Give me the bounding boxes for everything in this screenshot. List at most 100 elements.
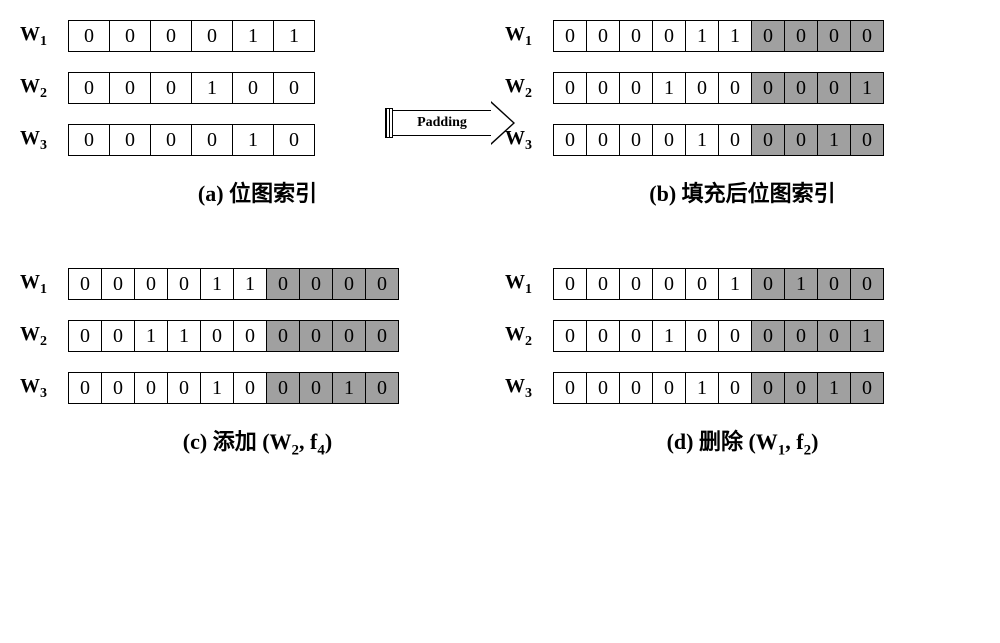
row-label-W1: W1: [505, 271, 545, 298]
bitmap-cell: 0: [619, 320, 653, 352]
bitmap-cell: 1: [134, 320, 168, 352]
bitmap-row: W1000011: [20, 20, 495, 52]
bitmap-cell: 0: [718, 320, 752, 352]
bitmap-cell: 0: [200, 320, 234, 352]
bitmap-cell: 0: [751, 372, 785, 404]
bitmap-cells: 000100: [68, 72, 315, 104]
diagram-grid: W1000011W2000100W3000010 (a) 位图索引 Paddin…: [20, 20, 980, 459]
panel-d-caption: (d) 删除 (W1, f2): [505, 424, 980, 459]
bitmap-cell: 0: [685, 72, 719, 104]
bitmap-row: W30000100010: [505, 372, 980, 404]
bitmap-cell: 0: [553, 20, 587, 52]
bitmap-cell: 0: [150, 20, 192, 52]
bitmap-cell: 0: [233, 372, 267, 404]
row-label-W2: W2: [20, 75, 60, 102]
bitmap-cell: 0: [784, 124, 818, 156]
bitmap-cell: 1: [850, 72, 884, 104]
bitmap-cell: 0: [101, 372, 135, 404]
bitmap-cell: 1: [685, 20, 719, 52]
bitmap-cell: 0: [365, 372, 399, 404]
bitmap-cell: 0: [850, 20, 884, 52]
bitmap-cell: 0: [68, 124, 110, 156]
bitmap-cells: 0000100010: [68, 372, 399, 404]
bitmap-cells: 0000100010: [553, 124, 884, 156]
bitmap-cell: 0: [332, 268, 366, 300]
bitmap-cell: 1: [685, 124, 719, 156]
bitmap-row: W3 0000100010: [20, 372, 495, 404]
bitmap-cell: 0: [68, 320, 102, 352]
bitmap-cell: 0: [109, 20, 151, 52]
row-label-W3: W3: [505, 127, 545, 154]
padding-arrow: Padding: [385, 108, 515, 138]
bitmap-cell: 0: [751, 268, 785, 300]
bitmap-cell: 0: [134, 372, 168, 404]
bitmap-cell: 0: [273, 72, 315, 104]
panel-c-rows: W10000110000W20011000000W30000100010: [20, 268, 495, 404]
bitmap-cell: 0: [718, 372, 752, 404]
bitmap-cell: 0: [586, 20, 620, 52]
bitmap-cell: 0: [784, 372, 818, 404]
bitmap-cell: 1: [167, 320, 201, 352]
bitmap-cell: 0: [365, 320, 399, 352]
bitmap-cell: 0: [68, 20, 110, 52]
bitmap-cell: 0: [273, 124, 315, 156]
bitmap-cell: 0: [101, 268, 135, 300]
bitmap-cell: 1: [652, 320, 686, 352]
bitmap-cell: 0: [167, 268, 201, 300]
bitmap-cell: 0: [232, 72, 274, 104]
bitmap-cell: 0: [134, 268, 168, 300]
bitmap-cell: 0: [817, 72, 851, 104]
bitmap-cell: 1: [200, 372, 234, 404]
bitmap-cell: 0: [619, 72, 653, 104]
row-label-W2: W2: [505, 323, 545, 350]
bitmap-cell: 0: [553, 124, 587, 156]
bitmap-cell: 1: [191, 72, 233, 104]
bitmap-cell: 1: [817, 372, 851, 404]
bitmap-cell: 0: [553, 72, 587, 104]
row-label-W1: W1: [20, 271, 60, 298]
bitmap-cell: 1: [784, 268, 818, 300]
bitmap-cells: 0001000001: [553, 72, 884, 104]
bitmap-cell: 0: [586, 268, 620, 300]
bitmap-cell: 0: [652, 372, 686, 404]
bitmap-cell: 0: [101, 320, 135, 352]
bitmap-row: W10000110000: [505, 20, 980, 52]
arrow-tail: [385, 108, 393, 138]
bitmap-cell: 0: [299, 372, 333, 404]
bitmap-cell: 0: [68, 372, 102, 404]
bitmap-cell: 0: [586, 320, 620, 352]
bitmap-cells: 0011000000: [68, 320, 399, 352]
panel-b: W10000110000W20001000001W30000100010 (b)…: [505, 20, 980, 208]
row-label-W3: W3: [505, 375, 545, 402]
bitmap-cell: 0: [191, 124, 233, 156]
panel-c: W10000110000W20011000000W30000100010 (c)…: [20, 268, 495, 459]
bitmap-cell: 1: [817, 124, 851, 156]
bitmap-cell: 0: [299, 320, 333, 352]
bitmap-cell: 0: [784, 72, 818, 104]
panel-a: W1000011W2000100W3000010 (a) 位图索引 Paddin…: [20, 20, 495, 208]
row-label-W3: W3: [20, 375, 60, 402]
bitmap-cell: 0: [751, 124, 785, 156]
bitmap-cell: 0: [586, 124, 620, 156]
panel-c-caption: (c) 添加 (W2, f4): [20, 424, 495, 459]
row-label-W1: W1: [505, 23, 545, 50]
bitmap-cell: 0: [817, 268, 851, 300]
bitmap-cell: 0: [652, 268, 686, 300]
bitmap-cell: 1: [718, 268, 752, 300]
bitmap-cell: 1: [718, 20, 752, 52]
bitmap-cell: 0: [332, 320, 366, 352]
bitmap-row: W20011000000: [20, 320, 495, 352]
bitmap-cell: 0: [619, 20, 653, 52]
bitmap-cell: 0: [685, 320, 719, 352]
bitmap-cell: 0: [109, 72, 151, 104]
bitmap-row: W10000110000: [20, 268, 495, 300]
bitmap-cell: 1: [273, 20, 315, 52]
bitmap-cell: 0: [150, 72, 192, 104]
bitmap-cell: 0: [619, 268, 653, 300]
bitmap-cell: 1: [233, 268, 267, 300]
arrow-label: Padding: [393, 110, 491, 136]
row-label-W2: W2: [505, 75, 545, 102]
panel-a-caption: (a) 位图索引: [20, 176, 495, 208]
bitmap-cell: 1: [232, 124, 274, 156]
bitmap-cell: 0: [191, 20, 233, 52]
